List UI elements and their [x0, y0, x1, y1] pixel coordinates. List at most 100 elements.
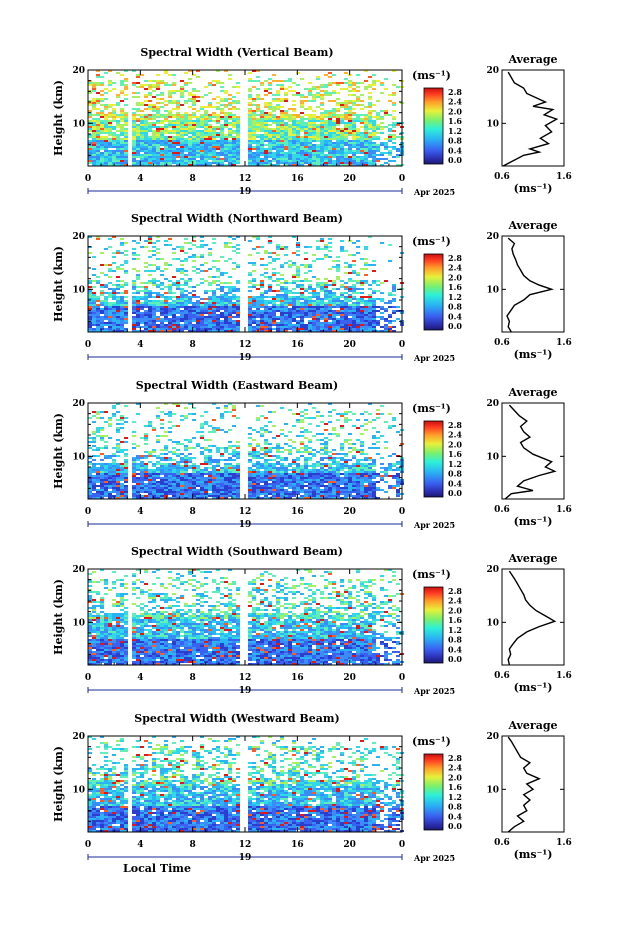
heatmap-cell: [392, 122, 396, 124]
heatmap-cell: [248, 296, 252, 298]
heatmap-cell: [368, 112, 372, 114]
heatmap-cell: [156, 132, 160, 134]
heatmap-cell: [184, 312, 188, 314]
heatmap-cell: [88, 294, 92, 296]
heatmap-cell: [252, 302, 256, 304]
heatmap-cell: [264, 94, 268, 96]
heatmap-cell: [228, 330, 232, 332]
heatmap-cell: [352, 302, 356, 304]
heatmap-cell: [308, 144, 312, 146]
heatmap-cell: [124, 152, 128, 154]
heatmap-cell: [100, 316, 104, 318]
heatmap-cell: [284, 282, 288, 284]
heatmap-cell: [88, 104, 92, 106]
heatmap-cell: [344, 144, 348, 146]
heatmap-cell: [100, 104, 104, 106]
heatmap-cell: [276, 100, 280, 102]
heatmap-cell: [308, 158, 312, 160]
heatmap-cell: [92, 90, 96, 92]
heatmap-cell: [360, 158, 364, 160]
heatmap-cell: [272, 328, 276, 330]
heatmap-cell: [380, 122, 384, 124]
heatmap-cell: [204, 146, 208, 148]
heatmap-cell: [184, 326, 188, 328]
heatmap-cell: [324, 254, 328, 256]
heatmap-cell: [156, 320, 160, 322]
heatmap-cell: [284, 322, 288, 324]
heatmap-cell: [148, 451, 152, 453]
heatmap-cell: [256, 122, 260, 124]
heatmap-cell: [352, 272, 356, 274]
heatmap-cell: [292, 128, 296, 130]
heatmap-cell: [172, 136, 176, 138]
heatmap-cell: [316, 162, 320, 164]
heatmap-cell: [196, 138, 200, 140]
heatmap-cell: [316, 248, 320, 250]
heatmap-cell: [264, 160, 268, 162]
heatmap-cell: [328, 238, 332, 240]
heatmap-cell: [336, 306, 340, 308]
heatmap-cell: [100, 439, 104, 441]
heatmap-cell: [148, 296, 152, 298]
heatmap-cell: [232, 160, 236, 162]
heatmap-cell: [220, 322, 224, 324]
heatmap-cell: [104, 483, 108, 485]
heatmap-cell: [132, 485, 136, 487]
heatmap-cell: [340, 144, 344, 146]
heatmap-cell: [324, 136, 328, 138]
heatmap-cell: [172, 328, 176, 330]
heatmap-cell: [92, 160, 96, 162]
heatmap-cell: [124, 80, 128, 82]
heatmap-cell: [348, 314, 352, 316]
heatmap-cell: [224, 260, 228, 262]
heatmap-cell: [344, 292, 348, 294]
heatmap-cell: [224, 324, 228, 326]
heatmap-cell: [92, 136, 96, 138]
heatmap-cell: [328, 134, 332, 136]
heatmap-cell: [232, 238, 236, 240]
heatmap-cell: [280, 156, 284, 158]
heatmap-cell: [124, 461, 128, 463]
heatmap-cell: [352, 320, 356, 322]
heatmap-cell: [392, 326, 396, 328]
heatmap-cell: [308, 280, 312, 282]
heatmap-cell: [224, 142, 228, 144]
heatmap-cell: [192, 254, 196, 256]
heatmap-cell: [100, 90, 104, 92]
heatmap-cell: [204, 310, 208, 312]
heatmap-cell: [160, 423, 164, 425]
heatmap-cell: [92, 469, 96, 471]
heatmap-cell: [108, 114, 112, 116]
heatmap-cell: [120, 128, 124, 130]
heatmap-cell: [168, 158, 172, 160]
heatmap-cell: [220, 286, 224, 288]
heatmap-cell: [352, 128, 356, 130]
heatmap-cell: [220, 128, 224, 130]
heatmap-cell: [152, 278, 156, 280]
heatmap-cell: [352, 94, 356, 96]
heatmap-cell: [248, 116, 252, 118]
heatmap-cell: [208, 276, 212, 278]
heatmap-cell: [188, 78, 192, 80]
heatmap-cell: [288, 298, 292, 300]
heatmap-cell: [164, 100, 168, 102]
heatmap-cell: [172, 108, 176, 110]
heatmap-cell: [156, 304, 160, 306]
profile-y-tick-label: 20: [486, 232, 499, 242]
heatmap-cell: [92, 411, 96, 413]
heatmap-cell: [192, 128, 196, 130]
heatmap-cell: [132, 138, 136, 140]
heatmap-cell: [224, 146, 228, 148]
heatmap-cell: [92, 330, 96, 332]
heatmap-cell: [328, 126, 332, 128]
heatmap-cell: [96, 74, 100, 76]
heatmap-cell: [172, 403, 176, 405]
heatmap-cell: [96, 142, 100, 144]
heatmap-cell: [180, 443, 184, 445]
heatmap-cell: [368, 298, 372, 300]
heatmap-cell: [336, 276, 340, 278]
heatmap-cell: [364, 318, 368, 320]
heatmap-cell: [116, 150, 120, 152]
heatmap-cell: [272, 108, 276, 110]
heatmap-cell: [348, 84, 352, 86]
